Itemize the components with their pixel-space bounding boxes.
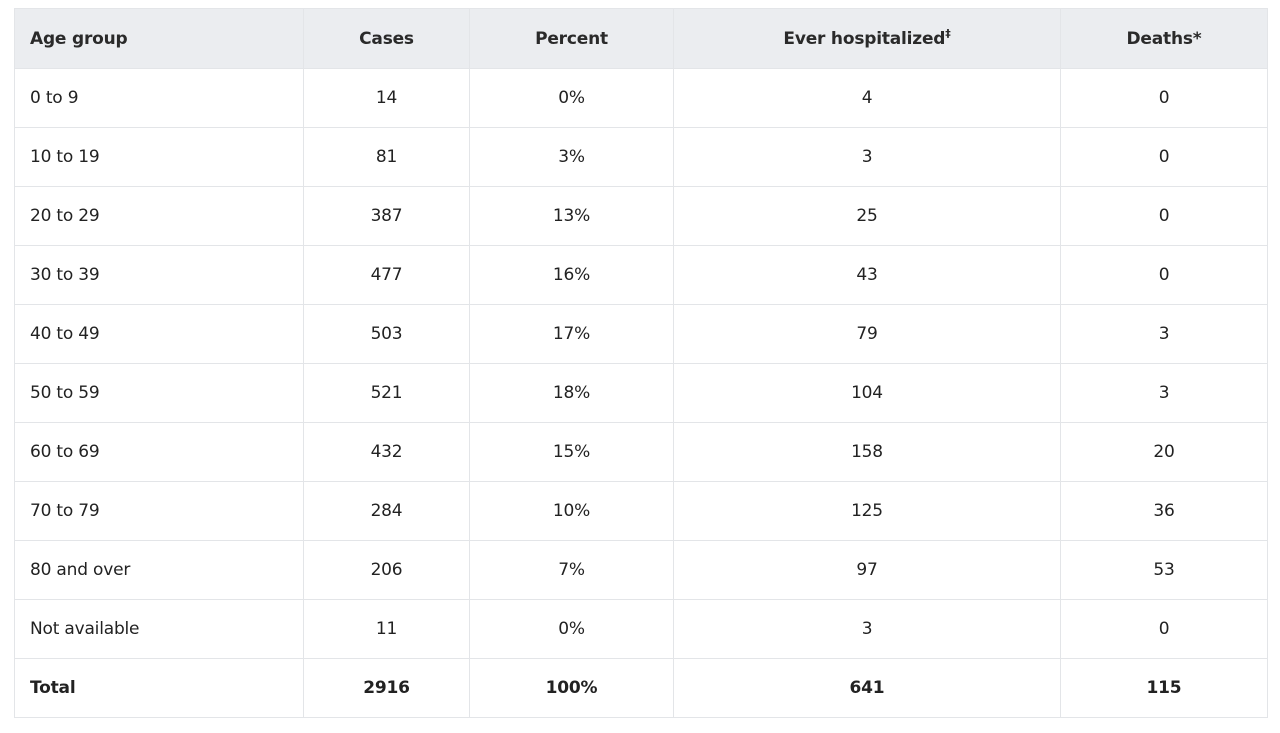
cell-deaths: 0	[1060, 599, 1268, 659]
header-cases: Cases	[303, 8, 470, 69]
total-deaths: 115	[1060, 658, 1268, 718]
cell-percent: 18%	[469, 363, 674, 423]
cell-cases: 477	[303, 245, 470, 305]
table-row: 80 and over 206 7% 97 53	[14, 540, 1268, 600]
cell-deaths: 0	[1060, 68, 1268, 128]
table-row: Not available 11 0% 3 0	[14, 599, 1268, 659]
header-deaths: Deaths*	[1060, 8, 1268, 69]
cell-hospitalized: 125	[673, 481, 1061, 541]
cell-cases: 206	[303, 540, 470, 600]
cell-percent: 16%	[469, 245, 674, 305]
cell-deaths: 53	[1060, 540, 1268, 600]
cell-age-group: 10 to 19	[14, 127, 304, 187]
cell-age-group: 20 to 29	[14, 186, 304, 246]
cell-deaths: 3	[1060, 304, 1268, 364]
cell-deaths: 3	[1060, 363, 1268, 423]
cell-age-group: 50 to 59	[14, 363, 304, 423]
cell-percent: 0%	[469, 599, 674, 659]
cell-cases: 284	[303, 481, 470, 541]
cell-deaths: 0	[1060, 127, 1268, 187]
header-ever-hospitalized-label: Ever hospitalized	[783, 28, 946, 49]
cell-deaths: 20	[1060, 422, 1268, 482]
cell-hospitalized: 43	[673, 245, 1061, 305]
cell-hospitalized: 104	[673, 363, 1061, 423]
cell-age-group: 60 to 69	[14, 422, 304, 482]
cell-age-group: Not available	[14, 599, 304, 659]
table-total-row: Total 2916 100% 641 115	[14, 658, 1268, 718]
table-row: 30 to 39 477 16% 43 0	[14, 245, 1268, 305]
table-row: 60 to 69 432 15% 158 20	[14, 422, 1268, 482]
total-percent: 100%	[469, 658, 674, 718]
cell-age-group: 0 to 9	[14, 68, 304, 128]
header-age-group: Age group	[14, 8, 304, 69]
table-row: 0 to 9 14 0% 4 0	[14, 68, 1268, 128]
cell-cases: 432	[303, 422, 470, 482]
cell-hospitalized: 4	[673, 68, 1061, 128]
cell-percent: 3%	[469, 127, 674, 187]
cell-cases: 387	[303, 186, 470, 246]
header-ever-hospitalized: Ever hospitalized‡	[673, 8, 1061, 69]
cell-cases: 503	[303, 304, 470, 364]
cell-age-group: 70 to 79	[14, 481, 304, 541]
total-cases: 2916	[303, 658, 470, 718]
cell-hospitalized: 158	[673, 422, 1061, 482]
cell-cases: 11	[303, 599, 470, 659]
age-group-table: Age group Cases Percent Ever hospitalize…	[14, 8, 1268, 718]
double-dagger-footnote-mark: ‡	[945, 26, 951, 40]
cell-age-group: 40 to 49	[14, 304, 304, 364]
cell-deaths: 0	[1060, 186, 1268, 246]
cell-hospitalized: 3	[673, 599, 1061, 659]
cell-percent: 0%	[469, 68, 674, 128]
cell-percent: 15%	[469, 422, 674, 482]
cell-cases: 14	[303, 68, 470, 128]
header-percent: Percent	[469, 8, 674, 69]
cell-hospitalized: 3	[673, 127, 1061, 187]
cell-hospitalized: 25	[673, 186, 1061, 246]
table-header-row: Age group Cases Percent Ever hospitalize…	[14, 8, 1268, 69]
cell-age-group: 30 to 39	[14, 245, 304, 305]
cell-cases: 521	[303, 363, 470, 423]
cell-percent: 7%	[469, 540, 674, 600]
total-label: Total	[14, 658, 304, 718]
cell-age-group: 80 and over	[14, 540, 304, 600]
cell-percent: 17%	[469, 304, 674, 364]
table-row: 50 to 59 521 18% 104 3	[14, 363, 1268, 423]
cell-percent: 10%	[469, 481, 674, 541]
cell-percent: 13%	[469, 186, 674, 246]
table-row: 70 to 79 284 10% 125 36	[14, 481, 1268, 541]
table-row: 10 to 19 81 3% 3 0	[14, 127, 1268, 187]
cell-cases: 81	[303, 127, 470, 187]
table-row: 40 to 49 503 17% 79 3	[14, 304, 1268, 364]
age-group-table-container: Age group Cases Percent Ever hospitalize…	[14, 8, 1268, 718]
cell-deaths: 0	[1060, 245, 1268, 305]
cell-hospitalized: 97	[673, 540, 1061, 600]
table-row: 20 to 29 387 13% 25 0	[14, 186, 1268, 246]
cell-hospitalized: 79	[673, 304, 1061, 364]
cell-deaths: 36	[1060, 481, 1268, 541]
total-hospitalized: 641	[673, 658, 1061, 718]
